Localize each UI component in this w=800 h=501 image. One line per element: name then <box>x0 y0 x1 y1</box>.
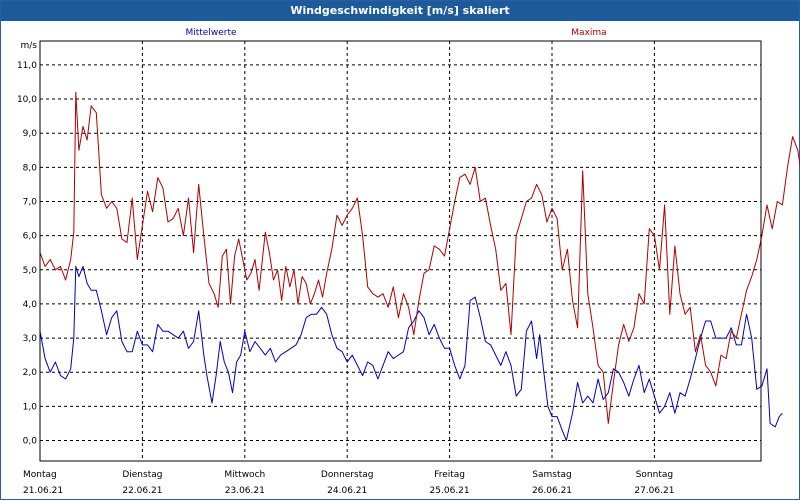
y-axis-unit-label: m/s <box>21 41 38 51</box>
series-layer <box>39 91 800 441</box>
y-tick-label: 8,0 <box>23 163 38 173</box>
y-tick-label: 0,0 <box>23 437 38 447</box>
grid-lines <box>40 41 761 461</box>
y-tick-label: 4,0 <box>23 300 38 310</box>
y-tick-label: 6,0 <box>23 232 38 242</box>
x-day-label: Mittwoch <box>224 470 265 480</box>
y-tick-label: 9,0 <box>23 129 38 139</box>
y-tick-label: 1,0 <box>23 402 38 412</box>
x-day-label: Samstag <box>532 470 571 480</box>
y-tick-label: 7,0 <box>23 197 38 207</box>
x-day-label: Donnerstag <box>321 470 374 480</box>
x-date-label: 21.06.21 <box>23 486 63 496</box>
series-line-mittelwerte <box>39 265 783 441</box>
x-day-label: Dienstag <box>122 470 162 480</box>
x-day-label: Freitag <box>434 470 465 480</box>
y-axis-ticks: 0,0 1,0 2,0 3,0 4,0 5,0 6,0 7,0 8,0 9,0 10,0 11,0 <box>17 61 37 447</box>
y-tick-label: 11,0 <box>17 61 37 71</box>
legend-maxima: Maxima <box>571 28 606 38</box>
x-date-label: 25.06.21 <box>430 486 470 496</box>
x-day-label: Sonntag <box>636 470 673 480</box>
x-date-label: 27.06.21 <box>634 486 674 496</box>
series-line-maxima <box>39 91 800 424</box>
y-tick-label: 3,0 <box>23 334 38 344</box>
x-date-label: 23.06.21 <box>225 486 265 496</box>
x-day-label: Montag <box>23 470 57 480</box>
chart-title: Windgeschwindigkeit [m/s] skaliert <box>1 1 799 21</box>
x-date-label: 22.06.21 <box>122 486 162 496</box>
legend-mittelwerte: Mittelwerte <box>185 28 236 38</box>
x-date-label: 26.06.21 <box>532 486 572 496</box>
x-date-label: 24.06.21 <box>327 486 367 496</box>
y-tick-label: 10,0 <box>17 95 37 105</box>
y-tick-label: 5,0 <box>23 266 38 276</box>
x-axis-day-labels: Montag 21.06.21 Dienstag 22.06.21 Mittwoch 23… <box>23 470 674 496</box>
plot-area-border <box>39 40 762 462</box>
y-tick-label: 2,0 <box>23 368 38 378</box>
